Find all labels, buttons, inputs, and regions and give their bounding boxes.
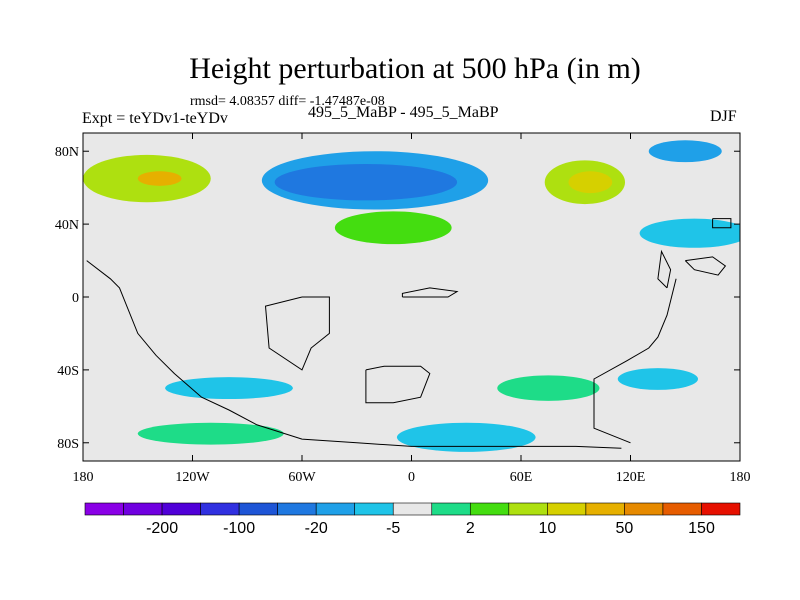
anomaly-region-south-atlantic-low: [396, 422, 536, 452]
x-tick-label: 180: [730, 470, 751, 485]
y-tick-label: 40S: [57, 364, 79, 379]
experiment-label: Expt = teYDv1-teYDv: [82, 110, 228, 127]
colorbar-swatch: [200, 502, 240, 516]
colorbar-swatch: [315, 502, 356, 516]
colorbar-swatch: [123, 502, 163, 516]
anomaly-region-south-australia-low: [617, 368, 699, 390]
anomaly-region-north-pacific-high-core: [137, 171, 182, 186]
anomaly-region-south-pacific-green: [137, 422, 284, 445]
coastline-south-america-outline: [264, 296, 330, 371]
colorbar-swatch: [662, 502, 702, 516]
anomaly-region-north-atlantic-green: [334, 211, 452, 245]
colorbar-swatch: [84, 502, 124, 516]
colorbar-label: 10: [539, 520, 557, 537]
colorbar-swatch: [624, 502, 664, 516]
coastline-americas-west-coast: [86, 260, 622, 449]
colorbar: -200 -100 -20 -5 2 10 50 150: [84, 502, 741, 537]
season-label: DJF: [710, 108, 737, 125]
colorbar-swatch: [431, 502, 471, 516]
coastline-north-pacific-islands: [684, 256, 727, 276]
y-tick-label: 40N: [55, 218, 79, 233]
colorbar-label: 2: [466, 520, 475, 537]
coastline-alaska-strip: [712, 218, 732, 229]
colorbar-swatch: [701, 502, 741, 516]
colorbar-label: -20: [305, 520, 328, 537]
run-label: 495_5_MaBP - 495_5_MaBP: [308, 104, 499, 121]
x-tick-label: 60W: [288, 470, 316, 485]
colorbar-swatch: [238, 502, 278, 516]
axis-ticks-layer: 180 120W 60W 0 60E 120E 180 80N 40N 0 40S 80S: [55, 133, 751, 485]
colorbar-label: -100: [223, 520, 255, 537]
chart-title: Height perturbation at 500 hPa (in m): [189, 52, 641, 85]
x-tick-label: 120E: [616, 470, 646, 485]
colorbar-swatch: [161, 502, 201, 516]
anomaly-region-arctic-pacific-low: [648, 140, 722, 163]
colorbar-label: -5: [386, 520, 400, 537]
coastlines-layer: [86, 218, 732, 449]
colorbar-swatch: [354, 502, 394, 516]
colorbar-swatch: [585, 502, 625, 516]
colorbar-label: -200: [146, 520, 178, 537]
coastline-africa-outline: [365, 365, 431, 404]
colorbar-swatch: [547, 502, 587, 516]
y-tick-label: 80S: [57, 437, 79, 452]
x-tick-label: 60E: [510, 470, 533, 485]
x-tick-label: 180: [73, 470, 94, 485]
x-tick-label: 0: [408, 470, 415, 485]
colorbar-swatch: [508, 502, 548, 516]
colorbar-swatch: [277, 502, 317, 516]
stats-label: rmsd= 4.08357 diff= -1.47487e-08: [190, 94, 385, 109]
anomaly-region-north-america-low-core: [274, 163, 458, 201]
colorbar-swatch: [392, 502, 433, 516]
anomaly-region-south-indian-green: [497, 375, 600, 401]
colorbar-label: 150: [688, 520, 715, 537]
coastline-east-coastline: [593, 278, 677, 444]
colorbar-swatch: [469, 502, 510, 516]
anomaly-region-north-pacific-east-low: [639, 218, 740, 248]
y-tick-label: 0: [72, 291, 79, 306]
anomaly-region-south-pacific-low: [165, 377, 293, 400]
anomaly-region-eurasia-high-core: [568, 171, 613, 194]
y-tick-label: 80N: [55, 145, 79, 160]
coastline-equatorial-africa: [401, 287, 459, 298]
coastline-asia-east-coast: [657, 249, 672, 289]
colorbar-label: 50: [616, 520, 634, 537]
x-tick-label: 120W: [175, 470, 210, 485]
